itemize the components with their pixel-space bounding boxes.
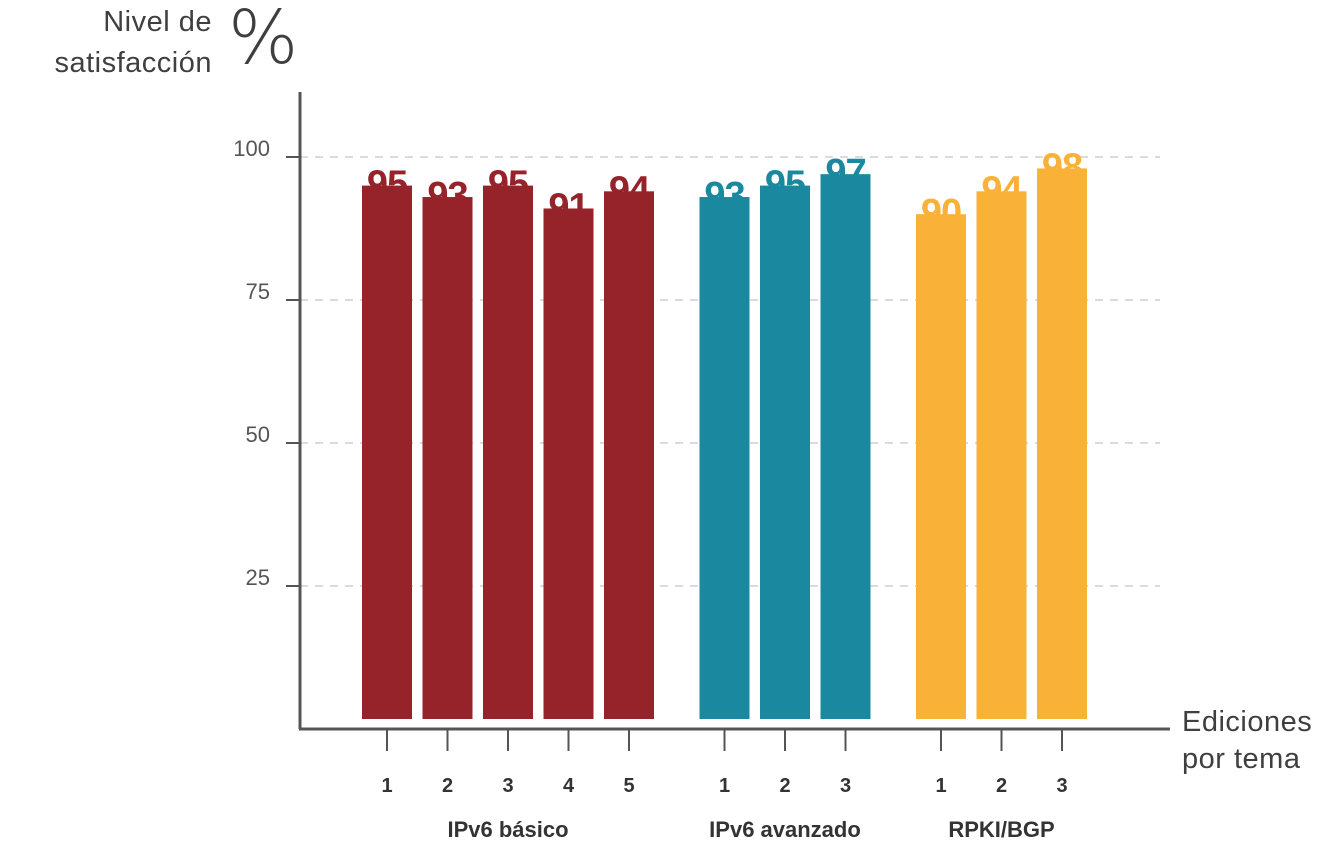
y-axis-title-line-1: Nivel de — [103, 6, 212, 38]
bar-0-1 — [422, 197, 473, 720]
data-label-0-4: 94 — [609, 169, 650, 211]
x-tick-label-0-3: 4 — [563, 775, 575, 797]
data-label-1-0: 93 — [704, 175, 744, 217]
group-label-1: IPv6 avanzado — [709, 817, 861, 842]
y-tick-label-75: 75 — [246, 279, 270, 304]
x-tick-label-1-2: 3 — [840, 775, 851, 797]
bar-2-1 — [976, 191, 1027, 719]
group-label-2: RPKI/BGP — [948, 817, 1054, 842]
x-axis-title-line-1: Ediciones — [1182, 706, 1313, 738]
data-label-0-2: 95 — [488, 164, 529, 206]
y-tick-label-50: 50 — [246, 422, 270, 447]
x-tick-label-0-1: 2 — [442, 775, 453, 797]
x-tick-label-2-2: 3 — [1056, 775, 1067, 797]
y-axis-title-line-2: satisfacción — [54, 47, 212, 79]
x-tick-label-1-0: 1 — [719, 775, 730, 797]
y-tick-label-25: 25 — [246, 565, 270, 590]
data-label-2-2: 98 — [1042, 146, 1082, 188]
bar-0-4 — [604, 191, 654, 719]
x-tick-label-2-0: 1 — [935, 775, 946, 797]
data-label-0-1: 93 — [427, 175, 467, 217]
bar-2-2 — [1037, 168, 1087, 719]
data-label-2-0: 90 — [921, 192, 961, 234]
y-axis-unit: % — [228, 0, 299, 81]
x-tick-label-0-4: 5 — [623, 775, 634, 797]
data-label-1-2: 97 — [825, 152, 865, 194]
group-label-0: IPv6 básico — [447, 817, 568, 842]
bar-2-0 — [916, 214, 966, 719]
bar-1-2 — [820, 174, 871, 719]
y-tick-label-100: 100 — [233, 136, 270, 161]
bar-1-0 — [699, 197, 750, 720]
data-label-0-3: 91 — [548, 186, 589, 228]
data-label-0-0: 95 — [367, 164, 408, 206]
x-tick-label-1-1: 2 — [779, 775, 790, 797]
bar-0-0 — [362, 185, 412, 720]
x-tick-label-0-0: 1 — [381, 775, 392, 797]
bar-1-1 — [760, 185, 810, 720]
data-label-1-1: 95 — [765, 164, 806, 206]
x-axis-title: Ediciones por tema — [1182, 704, 1312, 778]
bar-0-2 — [483, 185, 533, 720]
x-axis-title-line-2: por tema — [1182, 743, 1301, 775]
y-axis-title: Nivel de satisfacción — [0, 2, 212, 84]
data-label-2-1: 94 — [981, 169, 1022, 211]
x-tick-label-2-1: 2 — [996, 775, 1007, 797]
x-tick-label-0-2: 3 — [502, 775, 513, 797]
bar-0-3 — [543, 208, 594, 720]
